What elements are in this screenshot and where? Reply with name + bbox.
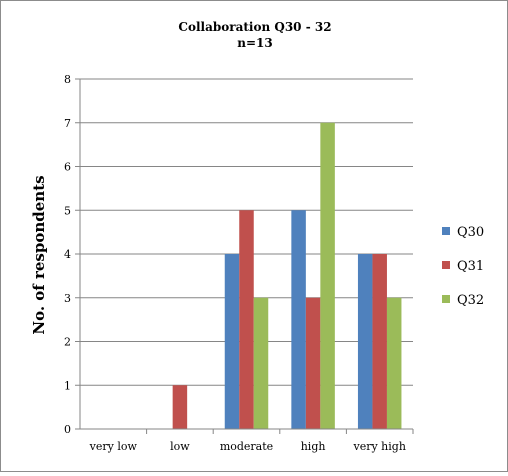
bar-q31-very-high [372, 254, 387, 429]
bar-q30-very-high [357, 254, 373, 429]
y-tick-label: 5 [64, 204, 71, 217]
y-tick-label: 1 [64, 379, 71, 392]
legend-label-q30: Q30 [457, 225, 484, 240]
bars [172, 122, 402, 429]
y-tick-label: 0 [64, 423, 71, 436]
legend-label-q31: Q31 [457, 259, 484, 274]
y-tick-label: 4 [64, 248, 71, 261]
bar-q31-moderate [239, 210, 254, 429]
bar-q32-very-high [386, 297, 402, 429]
y-tick-label: 2 [64, 336, 71, 349]
y-tick-label: 3 [64, 292, 71, 305]
chart-title: Collaboration Q30 - 32 [178, 20, 331, 34]
bar-q31-low [172, 385, 188, 429]
legend-swatch-q31 [442, 261, 450, 269]
bar-q31-high [305, 297, 321, 429]
y-tick-label: 6 [64, 161, 71, 174]
legend-swatch-q30 [442, 227, 450, 235]
x-tick-label: very high [352, 440, 405, 453]
bar-q32-high [320, 122, 335, 429]
legend: Q30 Q31 Q32 [442, 225, 484, 308]
y-axis-label: No. of respondents [30, 175, 48, 334]
y-tick-label: 7 [64, 117, 71, 130]
x-tick-label: very low [89, 440, 138, 453]
legend-swatch-q32 [442, 295, 450, 303]
x-tick-label: high [301, 440, 326, 453]
y-tick-label: 8 [64, 73, 71, 86]
legend-label-q32: Q32 [457, 293, 484, 308]
x-tick-label: moderate [220, 440, 273, 453]
chart-subtitle: n=13 [237, 36, 272, 50]
bar-q32-moderate [253, 297, 269, 429]
x-tick-label: low [170, 440, 190, 453]
bar-q30-high [291, 210, 306, 429]
bar-q30-moderate [224, 254, 240, 429]
axes: 0 1 2 3 4 5 6 7 8 very low low moderate high very hig… [64, 73, 414, 453]
